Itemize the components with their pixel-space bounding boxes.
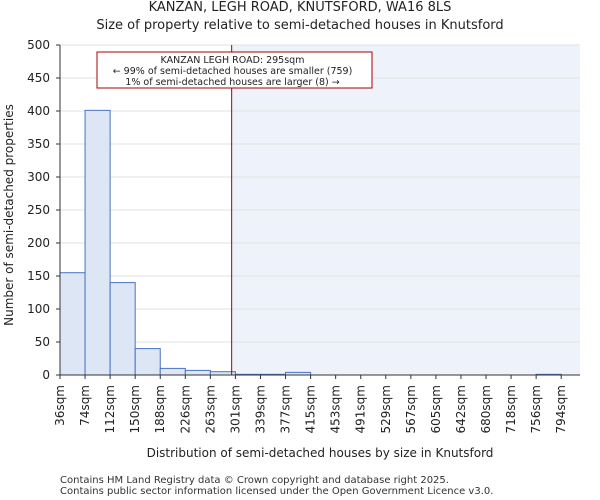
y-axis-label: Number of semi-detached properties — [2, 104, 16, 326]
annotation-title: KANZAN LEGH ROAD: 295sqm — [161, 55, 305, 66]
y-tick-label: 400 — [27, 104, 50, 118]
x-tick-label: 377sqm — [279, 385, 293, 433]
x-tick-label: 36sqm — [53, 385, 67, 426]
x-tick-label: 680sqm — [479, 385, 493, 433]
y-tick-label: 0 — [42, 368, 50, 382]
footer-licence: Contains public sector information licen… — [60, 486, 494, 497]
chart-subtitle: Size of property relative to semi-detach… — [96, 18, 504, 33]
x-tick-label: 339sqm — [253, 385, 267, 433]
histogram-bar — [159, 367, 186, 376]
x-tick-label: 567sqm — [404, 385, 418, 433]
x-tick-label: 112sqm — [103, 385, 117, 433]
x-tick-label: 453sqm — [329, 385, 343, 433]
y-tick-label: 200 — [27, 236, 50, 250]
x-tick-label: 718sqm — [504, 385, 518, 433]
x-tick-label: 74sqm — [78, 385, 92, 426]
x-tick-label: 150sqm — [128, 385, 142, 433]
histogram-bar — [109, 282, 136, 376]
x-tick-label: 188sqm — [153, 385, 167, 433]
histogram-bar — [59, 272, 86, 376]
x-tick-label: 605sqm — [429, 385, 443, 433]
y-tick-label: 350 — [27, 137, 50, 151]
x-tick-label: 794sqm — [554, 385, 568, 433]
annotation-smaller: ← 99% of semi-detached houses are smalle… — [113, 66, 353, 77]
y-tick-label: 300 — [27, 170, 50, 184]
y-tick-label: 450 — [27, 71, 50, 85]
y-tick-label: 500 — [27, 38, 50, 52]
x-tick-label: 263sqm — [203, 385, 217, 433]
histogram-bar — [134, 348, 161, 376]
y-tick-label: 150 — [27, 269, 50, 283]
x-axis-label: Distribution of semi-detached houses by … — [147, 446, 494, 460]
x-tick-label: 642sqm — [454, 385, 468, 433]
x-tick-label: 226sqm — [178, 385, 192, 433]
chart-title: KANZAN, LEGH ROAD, KNUTSFORD, WA16 8LS — [148, 0, 452, 15]
histogram-bar — [84, 109, 111, 376]
y-tick-label: 250 — [27, 203, 50, 217]
y-tick-label: 100 — [27, 302, 50, 316]
annotation-box — [96, 51, 373, 89]
y-tick-label: 50 — [35, 335, 50, 349]
histogram-bar — [184, 369, 211, 376]
annotation-larger: 1% of semi-detached houses are larger (8… — [125, 77, 339, 88]
x-tick-label: 756sqm — [529, 385, 543, 433]
x-tick-label: 415sqm — [304, 385, 318, 433]
x-tick-label: 491sqm — [354, 385, 368, 433]
footer-copyright: Contains HM Land Registry data © Crown c… — [60, 475, 449, 486]
x-tick-label: 301sqm — [228, 385, 242, 433]
x-tick-label: 529sqm — [379, 385, 393, 433]
